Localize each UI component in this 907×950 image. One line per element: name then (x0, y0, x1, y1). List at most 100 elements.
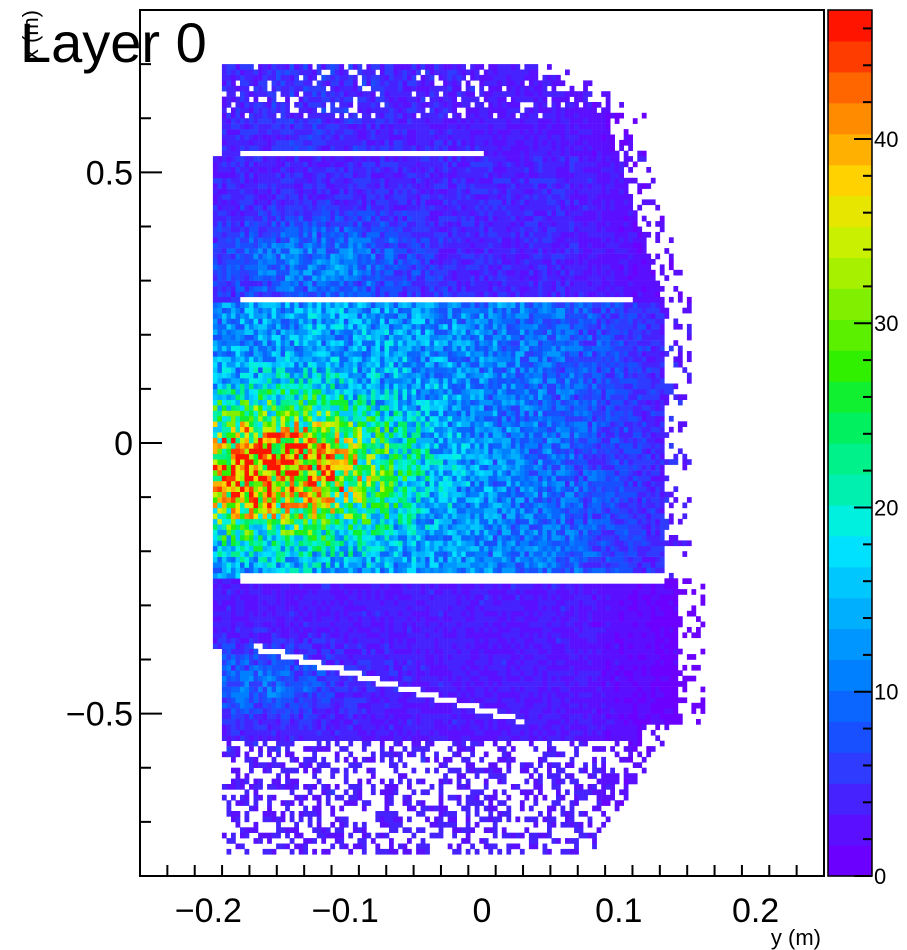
heatmap-cell (312, 562, 317, 568)
heatmap-cell (389, 616, 394, 622)
heatmap-cell (321, 594, 327, 601)
heatmap-cell (533, 643, 539, 649)
heatmap-cell (614, 708, 620, 714)
heatmap-cell (303, 811, 308, 817)
heatmap-cell (547, 692, 552, 698)
heatmap-cell (379, 832, 385, 839)
heatmap-cell (456, 767, 462, 774)
heatmap-cell (569, 724, 575, 731)
heatmap-cell (565, 567, 570, 574)
heatmap-cell (542, 654, 548, 660)
heatmap-cell (470, 621, 475, 628)
heatmap-cell (298, 708, 304, 714)
heatmap-cell (641, 616, 647, 622)
heatmap-cell (619, 729, 624, 736)
heatmap-cell (357, 632, 363, 639)
heatmap-cell (483, 767, 489, 774)
heatmap-cell (244, 610, 250, 617)
heatmap-cell (587, 784, 593, 790)
heatmap-cell (501, 535, 507, 541)
heatmap-cell (501, 751, 507, 758)
heatmap-cell (235, 518, 241, 525)
heatmap-cell (515, 670, 521, 676)
heatmap-cell (655, 605, 661, 612)
heatmap-cell (271, 724, 277, 731)
heatmap-cell (438, 692, 444, 698)
heatmap-cell (456, 610, 462, 617)
heatmap-cell (267, 762, 272, 768)
heatmap-cell (280, 692, 286, 698)
heatmap-cell (465, 659, 471, 666)
heatmap-cell (452, 518, 457, 525)
heatmap-cell (375, 697, 381, 704)
heatmap-cell (217, 545, 223, 552)
heatmap-cell (235, 551, 241, 557)
heatmap-cell (280, 702, 286, 709)
heatmap-cell (565, 681, 570, 687)
heatmap-cell (587, 686, 593, 693)
heatmap-cell (438, 632, 444, 639)
heatmap-cell (583, 627, 588, 633)
heatmap-cell (556, 643, 561, 649)
heatmap-cell (285, 627, 290, 633)
heatmap-cell (519, 594, 525, 601)
heatmap-cell (434, 832, 439, 839)
heatmap-cell (398, 681, 403, 687)
heatmap-cell (285, 713, 290, 720)
heatmap-cell (321, 719, 327, 725)
heatmap-cell (276, 556, 281, 563)
heatmap-cell (221, 648, 227, 655)
heatmap-cell (402, 513, 408, 520)
heatmap-cell (547, 637, 552, 644)
heatmap-cell (316, 746, 322, 752)
heatmap-cell (515, 702, 521, 709)
heatmap-cell (551, 773, 557, 779)
heatmap-cell (420, 545, 426, 552)
heatmap-cell (560, 637, 566, 644)
heatmap-cell (226, 719, 232, 725)
heatmap-cell (560, 702, 566, 709)
heatmap-cell (574, 589, 579, 595)
heatmap-cell (578, 794, 584, 801)
heatmap-cell (443, 778, 448, 785)
heatmap-cell (384, 659, 390, 666)
heatmap-cell (407, 702, 412, 709)
heatmap-cell (262, 740, 268, 747)
heatmap-cell (316, 518, 322, 525)
heatmap-cell (312, 589, 317, 595)
heatmap-cell (696, 664, 701, 671)
heatmap-cell (483, 513, 489, 520)
heatmap-cell (416, 610, 421, 617)
heatmap-cell (619, 507, 624, 514)
heatmap-cell (316, 811, 322, 817)
heatmap-cell (253, 724, 259, 731)
heatmap-cell (515, 562, 521, 568)
heatmap-cell (330, 681, 336, 687)
heatmap-cell (547, 535, 552, 541)
heatmap-cell (628, 713, 633, 720)
heatmap-cell (474, 713, 480, 720)
heatmap-cell (650, 551, 656, 557)
heatmap-cell (357, 627, 363, 633)
heatmap-cell (587, 659, 593, 666)
heatmap-cell (637, 632, 643, 639)
heatmap-cell (370, 507, 376, 514)
heatmap-cell (276, 654, 281, 660)
heatmap-cell (583, 789, 588, 796)
heatmap-cell (497, 594, 503, 601)
heatmap-cell (212, 632, 218, 639)
heatmap-cell (276, 708, 281, 714)
heatmap-cell (416, 670, 421, 676)
heatmap-cell (425, 805, 430, 812)
heatmap-cell (370, 610, 376, 617)
heatmap-cell (547, 627, 552, 633)
heatmap-cell (565, 562, 570, 568)
heatmap-cell (479, 702, 485, 709)
heatmap-cell (267, 811, 272, 817)
heatmap-cell (452, 507, 457, 514)
heatmap-cell (533, 513, 539, 520)
heatmap-cell (325, 632, 331, 639)
heatmap-cell (267, 643, 272, 649)
heatmap-cell (673, 578, 679, 584)
heatmap-cell (551, 724, 557, 731)
